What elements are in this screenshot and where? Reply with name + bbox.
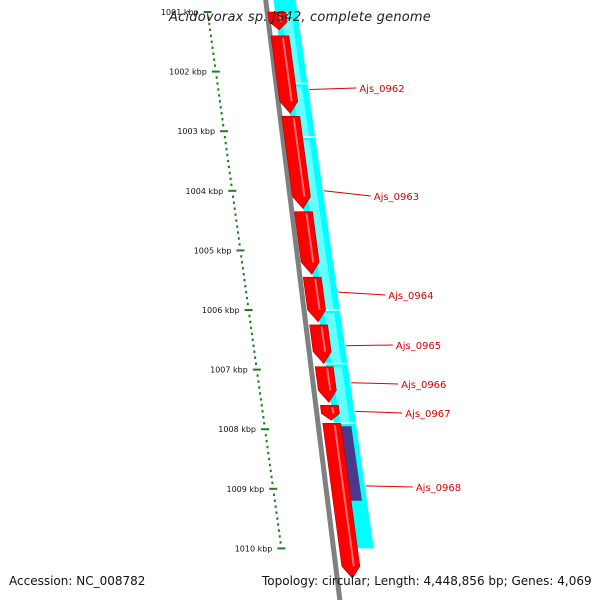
gene-label-leader [351,382,399,385]
forward-gene-highlight [314,279,321,311]
gene-label-leader [309,87,357,90]
scale-label-1007-kbp: 1007 kbp [210,366,248,375]
forward-gene-highlight [333,425,355,567]
scale-label-1005-kbp: 1005 kbp [194,246,232,255]
scale-label-1009-kbp: 1009 kbp [227,485,265,494]
gene-label-leader [323,190,371,197]
gene-label-ajs-0965: Ajs_0965 [396,341,441,352]
map-title: Acidovorax sp. JS42, complete genome [169,10,431,25]
gene-label-leader [365,485,413,488]
gene-label-ajs-0964: Ajs_0964 [388,291,433,302]
forward-gene-highlight [331,407,335,414]
scale-label-1001-kbp: 1001 kbp [161,8,199,17]
forward-gene-highlight [320,326,327,352]
gene-labels: Ajs_0962 Ajs_0963 Ajs_0964 Ajs_0965 Ajs_0966… [309,84,461,494]
gene-label-ajs-0967: Ajs_0967 [405,409,450,420]
reverse-gene-core [281,12,302,84]
forward-gene-arrow [267,11,288,31]
gene-label-ajs-0968: Ajs_0968 [416,483,461,494]
scale-label-1008-kbp: 1008 kbp [218,425,256,434]
gene-label-leader [345,344,393,347]
scale-label-1006-kbp: 1006 kbp [202,306,240,315]
scale-label-1003-kbp: 1003 kbp [177,127,215,136]
scale-label-1004-kbp: 1004 kbp [186,187,224,196]
scale-ticks: 1001 kbp 1002 kbp 1003 kbp 1004 kbp 1005 kbp… [161,8,286,553]
gene-label-ajs-0966: Ajs_0966 [401,380,446,391]
forward-strand-layer [267,11,361,579]
gene-label-ajs-0963: Ajs_0963 [374,192,419,203]
gene-label-leader [338,291,386,296]
forward-gene-highlight [278,13,283,22]
forward-gene-arrow [309,324,332,365]
scale-label-1002-kbp: 1002 kbp [169,68,207,77]
forward-gene-highlight [326,368,332,391]
forward-gene-highlight [292,118,306,197]
reverse-gene-core [324,312,342,364]
backbone-line [263,0,343,600]
accession-text: Accession: NC_008782 [9,574,146,588]
forward-gene-highlight [281,37,293,102]
gene-label-leader [355,410,403,414]
highlighted-gene [339,426,362,501]
forward-gene-highlight [305,213,315,263]
gene-label-ajs-0962: Ajs_0962 [359,84,404,95]
backbone-layer [263,0,343,600]
genome-summary-text: Topology: circular; Length: 4,448,856 bp… [262,574,592,588]
scale-label-1010-kbp: 1010 kbp [235,544,273,553]
forward-gene-arrow [302,276,326,323]
reverse-gene-core [331,366,350,424]
forward-gene-arrow [320,405,340,421]
forward-gene-arrow [314,366,337,403]
